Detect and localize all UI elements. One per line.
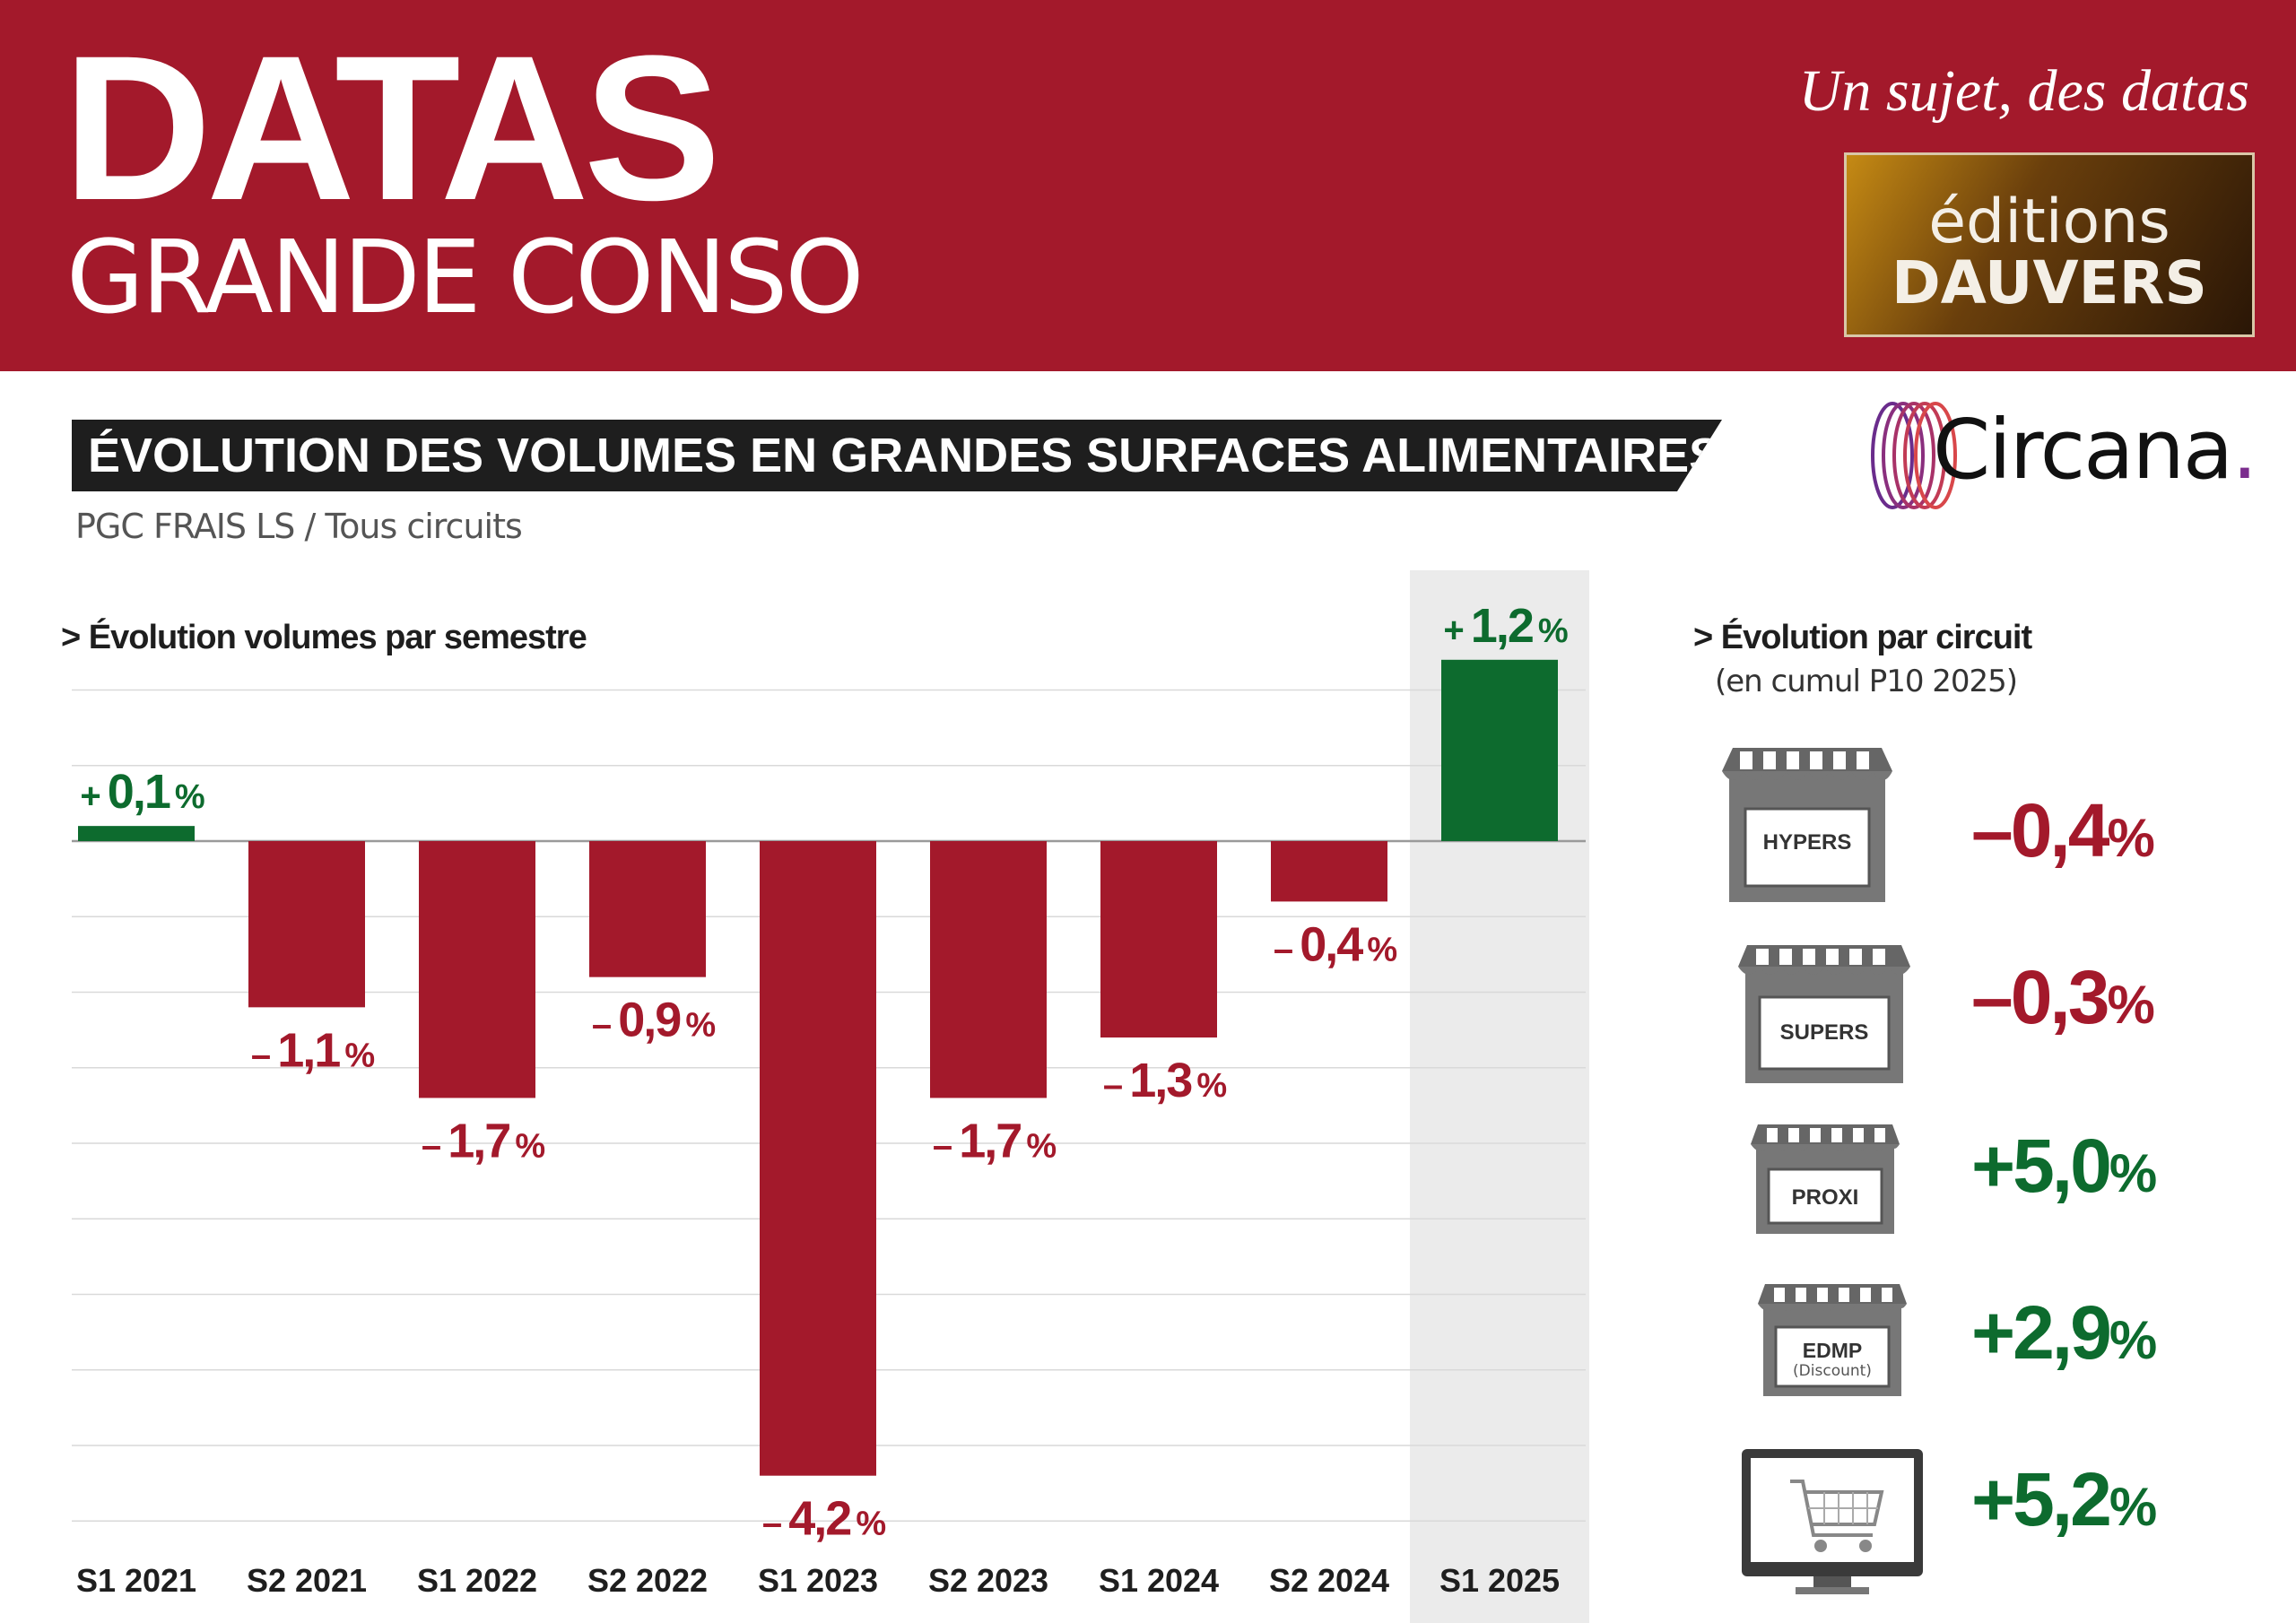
circuit-label: HYPERS xyxy=(1763,830,1852,855)
category-label: S1 2023 xyxy=(758,1562,878,1599)
logo-datas: DATAS xyxy=(63,13,721,243)
circuit-label: PROXI xyxy=(1792,1185,1859,1210)
bar xyxy=(930,841,1047,1098)
logo-grande-conso: GRANDE CONSO xyxy=(66,220,864,336)
supers-value: –0,3% xyxy=(1971,955,2155,1039)
category-label: S1 2021 xyxy=(76,1562,196,1599)
semester-bar-chart: + 0,1 % S1 2021 – 1,1 % S2 2021 – 1,7 % S1 2022 –… xyxy=(72,570,1589,1623)
data-label: – 1,3% xyxy=(1103,1054,1226,1107)
circana-wordmark: Circana. xyxy=(1933,402,2258,498)
header-banner: DATAS GRANDE CONSO Un sujet, des datas é… xyxy=(0,0,2296,371)
category-label: S1 2024 xyxy=(1099,1562,1219,1599)
bar xyxy=(78,826,195,841)
publisher-line1: éditions xyxy=(1928,187,2170,257)
edmp-store-icon: EDMP (Discount) xyxy=(1756,1282,1909,1402)
right-section-label: > Évolution par circuit xyxy=(1693,619,2032,656)
proxi-store-icon: PROXI xyxy=(1749,1123,1901,1239)
e-commerce-value: +5,2% xyxy=(1971,1457,2158,1541)
left-section-label: > Évolution volumes par semestre xyxy=(61,619,587,656)
data-label: – 4,2% xyxy=(762,1492,885,1546)
category-label: S1 2022 xyxy=(417,1562,537,1599)
category-label: S2 2021 xyxy=(247,1562,367,1599)
circana-rings-icon xyxy=(1871,402,1957,509)
bar xyxy=(589,841,706,977)
publisher-line2: DAUVERS xyxy=(1892,248,2207,317)
hypers-value: –0,4% xyxy=(1971,788,2155,872)
circuit-note: (Discount) xyxy=(1793,1362,1872,1380)
circana-logo: Circana. xyxy=(1857,395,2260,520)
data-label: – 1,7% xyxy=(422,1114,544,1167)
bar xyxy=(1271,841,1387,902)
publisher-logo: éditions DAUVERS xyxy=(1844,152,2255,337)
data-label: + 0,1% xyxy=(80,765,204,819)
bar xyxy=(248,841,365,1008)
category-label: S1 2025 xyxy=(1439,1562,1560,1599)
hypers-store-icon: HYPERS xyxy=(1722,744,1892,910)
data-label: – 1,1% xyxy=(251,1023,374,1077)
title-bar: ÉVOLUTION DES VOLUMES EN GRANDES SURFACE… xyxy=(72,420,1722,491)
chart-subtitle: PGC FRAIS LS / Tous circuits xyxy=(75,507,523,546)
edmp-value: +2,9% xyxy=(1971,1290,2158,1375)
proxi-value: +5,0% xyxy=(1971,1124,2158,1208)
data-label: – 0,9% xyxy=(592,994,715,1047)
data-label: – 1,7% xyxy=(933,1114,1056,1167)
circuit-label: SUPERS xyxy=(1780,1020,1869,1045)
bar xyxy=(1441,659,1558,841)
category-label: S2 2024 xyxy=(1269,1562,1389,1599)
data-label: – 0,4% xyxy=(1274,917,1396,971)
circuit-label: EDMP xyxy=(1803,1339,1862,1362)
right-section-note: (en cumul P10 2025) xyxy=(1715,664,2018,699)
chart-title: ÉVOLUTION DES VOLUMES EN GRANDES SURFACE… xyxy=(88,429,1722,482)
category-label: S2 2023 xyxy=(928,1562,1048,1599)
category-label: S2 2022 xyxy=(587,1562,708,1599)
data-label: + 1,2% xyxy=(1443,599,1568,653)
e-commerce-cart-icon xyxy=(1738,1445,1926,1602)
tagline: Un sujet, des datas xyxy=(1798,58,2249,124)
supers-store-icon: SUPERS xyxy=(1735,942,1914,1089)
bar xyxy=(1100,841,1217,1038)
bar xyxy=(419,841,535,1098)
bar xyxy=(760,841,876,1476)
